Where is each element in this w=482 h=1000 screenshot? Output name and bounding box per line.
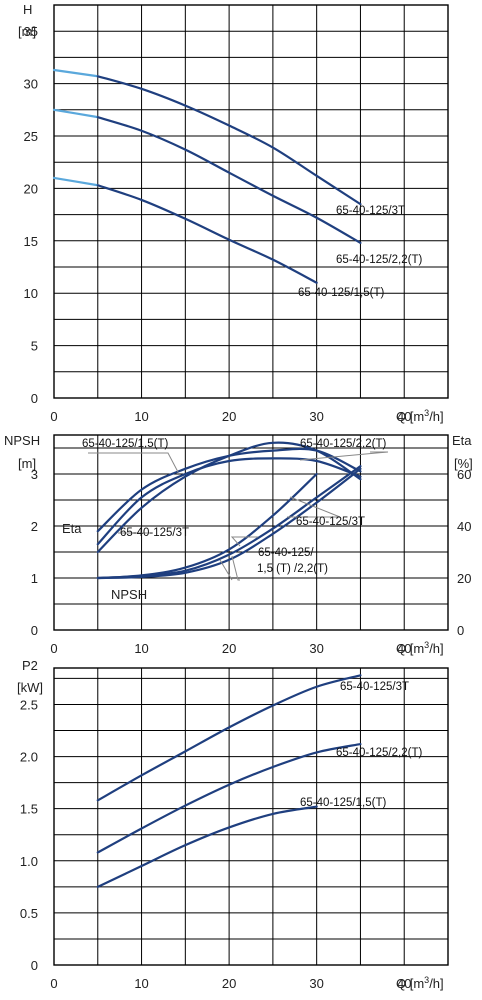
- annotation-leader: [219, 559, 233, 581]
- power-curve-65-40-125-1-5-t: [96, 805, 318, 888]
- eta-label: Eta: [62, 521, 82, 536]
- annotation-leader: [299, 451, 389, 461]
- grid-lines: [54, 668, 448, 965]
- curve-label-65-40-125-2-2-t: 65-40-125/2,2(T): [336, 254, 422, 266]
- x-tick-label: 40: [397, 976, 411, 991]
- curve-label-65-40-125-1-5-t: 65-40-125/1,5(T): [300, 797, 386, 809]
- x-tick-label: 10: [134, 641, 148, 656]
- y-tick-label: 30: [24, 77, 38, 92]
- y-tick-label: 20: [24, 181, 38, 196]
- y2-tick-label: 60: [457, 467, 471, 482]
- y-tick-label: 25: [24, 129, 38, 144]
- plot-frame: [53, 4, 449, 399]
- x-tick-label: 40: [397, 641, 411, 656]
- head-curve-65-40-125-2-2-t: [96, 116, 362, 244]
- y-tick-label: 2: [31, 519, 38, 534]
- curve-label-65-40-125-3t: 65-40-125/3T: [340, 681, 409, 693]
- y-tick-label: 5: [31, 339, 38, 354]
- annotation-leader: [230, 536, 258, 547]
- x-axis-label: Q [m3/h]: [396, 408, 444, 424]
- npsh-label: NPSH: [111, 587, 147, 602]
- head-curve-start-65-40-125-3t: [52, 68, 99, 78]
- y2-tick-label: 40: [457, 519, 471, 534]
- x-tick-label: 40: [397, 409, 411, 424]
- annotation-3t-upper: 65-40-125/3T: [296, 516, 365, 528]
- curve-label-65-40-125-2-2-t: 65-40-125/2,2(T): [336, 747, 422, 759]
- plot-frame: [53, 667, 449, 966]
- power-curve-65-40-125-2-2-t: [96, 742, 362, 854]
- curve-label-65-40-125-1-5-t: 65-40-125/1,5(T): [298, 287, 384, 299]
- head-curve-start-65-40-125-1-5-t: [52, 176, 99, 187]
- y-tick-label: 0: [31, 623, 38, 638]
- x-tick-label: 30: [309, 641, 323, 656]
- y-axis-unit: [m]: [18, 456, 36, 471]
- annotation-leader: [287, 496, 341, 518]
- x-tick-label: 20: [222, 976, 236, 991]
- y-axis-unit: [kW]: [17, 680, 43, 695]
- x-tick-label: 0: [50, 976, 57, 991]
- annotation-leader: [231, 555, 240, 581]
- y-tick-label: 2.0: [20, 750, 38, 765]
- y2-axis-unit: [%]: [454, 456, 473, 471]
- x-axis-label: Q [m3/h]: [396, 975, 444, 991]
- y-axis-label: P2: [22, 658, 38, 673]
- x-tick-label: 20: [222, 409, 236, 424]
- y-tick-label: 3: [31, 467, 38, 482]
- eta-curve-65-40-125-1-5-t: [96, 457, 362, 546]
- y-axis-unit: [m]: [18, 24, 36, 39]
- y-tick-label: 10: [24, 286, 38, 301]
- y-tick-label: 0.5: [20, 906, 38, 921]
- head-curve-65-40-125-3t: [96, 75, 362, 206]
- y2-tick-label: 20: [457, 571, 471, 586]
- x-tick-label: 10: [134, 976, 148, 991]
- x-tick-label: 20: [222, 641, 236, 656]
- eta-curve-65-40-125-3t: [96, 441, 362, 554]
- panel-3: 0 10 20 30 40Q [m3/h] 0 0.5 1.0 1.5 2.0 2.5 P2 [kW] 6…: [17, 658, 449, 991]
- x-tick-label: 30: [309, 976, 323, 991]
- head-curve-start-65-40-125-2-2-t: [52, 108, 99, 119]
- head-curve-65-40-125-1-5-t: [96, 184, 318, 284]
- y-tick-label: 2.5: [20, 697, 38, 712]
- y-axis-label: H: [23, 2, 32, 17]
- annotation-2-2: 65-40-125/2,2(T): [300, 438, 386, 450]
- annotation-npsh-group-line2: 1,5 (T) /2,2(T): [257, 563, 328, 575]
- y-tick-label: 1.5: [20, 802, 38, 817]
- annotation-npsh-group-line1: 65-40-125/: [258, 547, 314, 559]
- annotation-1-5: 65-40-125/1,5(T): [82, 438, 168, 450]
- npsh-curve-65-40-125-3t: [96, 467, 362, 580]
- y-tick-label: 1.0: [20, 854, 38, 869]
- x-axis-label: Q [m3/h]: [396, 640, 444, 656]
- y-axis-label: NPSH: [4, 433, 40, 448]
- x-tick-label: 0: [50, 409, 57, 424]
- y-tick-label: 1: [31, 571, 38, 586]
- plot-frame: [53, 434, 449, 631]
- y-tick-label: 15: [24, 234, 38, 249]
- panel-2: 0 10 20 30 40Q [m3/h]0123NPSH[m]Eta[%]020406…: [4, 433, 473, 656]
- y-tick-label: 0: [31, 958, 38, 973]
- x-tick-label: 30: [309, 409, 323, 424]
- panel-1: 0 10 20 30 40Q [m3/h] 0 5 10 15 20 25 30 35 H [m] 65-40…: [18, 2, 449, 424]
- annotation-3t-lower: 65-40-125/3T: [120, 527, 189, 539]
- grid-lines: [54, 5, 448, 398]
- y2-tick-label: 0: [457, 623, 464, 638]
- y2-axis-label: Eta: [452, 433, 472, 448]
- y-tick-label: 35: [24, 24, 38, 39]
- y-tick-label: 0: [31, 391, 38, 406]
- x-tick-label: 0: [50, 641, 57, 656]
- x-tick-label: 10: [134, 409, 148, 424]
- curve-label-65-40-125-3t: 65-40-125/3T: [336, 205, 405, 217]
- annotation-leader: [88, 452, 179, 473]
- power-curve-65-40-125-3t: [96, 674, 362, 802]
